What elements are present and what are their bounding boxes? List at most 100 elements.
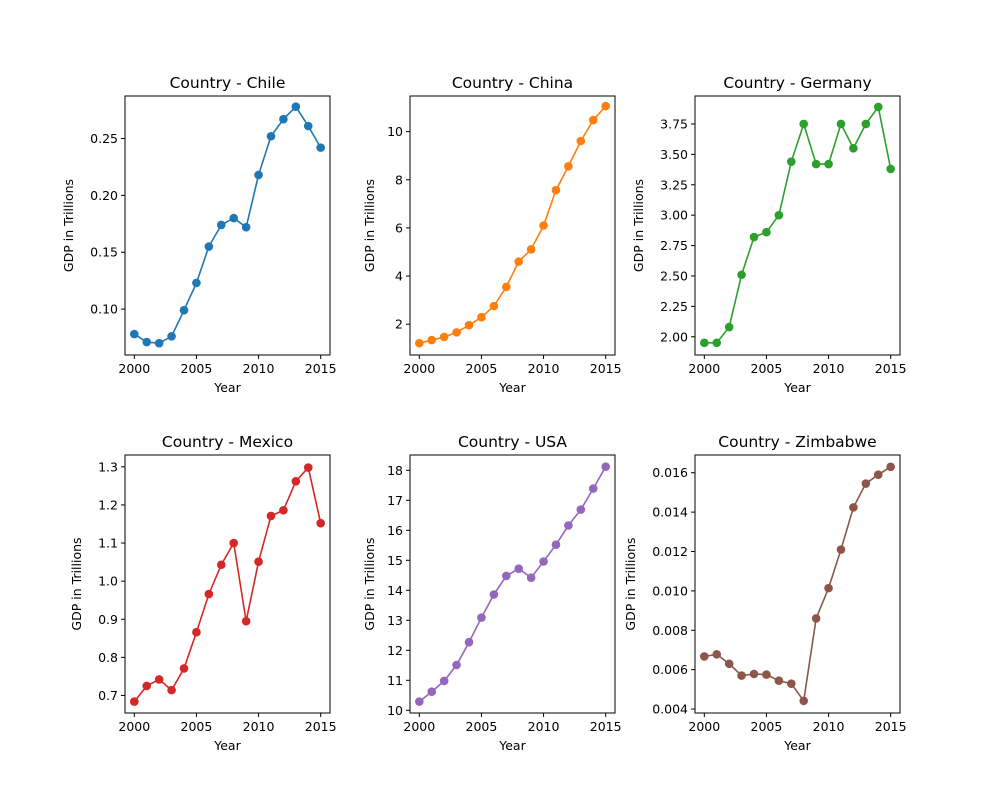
x-tick-label: 2000 [118, 361, 150, 376]
data-point [291, 102, 301, 111]
data-point [514, 564, 524, 573]
data-point [303, 121, 313, 131]
y-tick-label: 3.50 [660, 147, 688, 162]
data-point [724, 322, 734, 332]
data-point [501, 282, 511, 292]
y-tick-label: 15 [387, 553, 403, 568]
data-point [464, 320, 474, 330]
y-tick-label: 11 [387, 673, 403, 688]
data-point [601, 101, 610, 111]
x-tick-label: 2010 [243, 719, 275, 734]
y-axis-label: GDP in Trillions [61, 179, 76, 272]
data-point [564, 521, 573, 530]
x-tick-label: 2010 [813, 719, 845, 734]
chart-title: Country - China [452, 74, 573, 92]
chart-panel: Country - Zimbabwe 2000 2005 2010 2015 0.004 0… [623, 433, 907, 753]
y-axis-label: GDP in Trillions [623, 537, 638, 630]
y-tick-label: 0.008 [652, 623, 688, 638]
data-point [192, 627, 201, 637]
x-tick-label: 2015 [590, 719, 622, 734]
data-point [452, 328, 461, 337]
y-tick-label: 0.15 [90, 245, 118, 260]
data-point [303, 463, 313, 472]
data-point [811, 159, 821, 169]
y-tick-label: 2 [395, 317, 403, 332]
y-tick-label: 0.010 [652, 583, 688, 598]
y-tick-label: 10 [387, 703, 403, 718]
plot-frame [409, 95, 616, 356]
data-point [526, 245, 536, 254]
data-point [886, 164, 895, 174]
data-point [489, 590, 499, 599]
data-point [762, 670, 771, 679]
y-tick-label: 0.10 [90, 302, 118, 317]
data-point [539, 557, 548, 566]
data-point [316, 518, 325, 528]
data-point [229, 538, 239, 548]
y-tick-label: 6 [395, 220, 403, 235]
chart-panel: Country - Germany 2000 2005 2010 2015 2.00 2.2… [631, 74, 907, 395]
data-point [477, 613, 486, 622]
data-point [774, 210, 784, 220]
series-line [133, 465, 322, 703]
series-line [418, 466, 607, 703]
y-tick-label: 3.25 [660, 177, 688, 192]
y-tick-label: 1.3 [98, 459, 118, 474]
data-point [824, 159, 833, 169]
y-tick-label: 0.20 [90, 188, 118, 203]
data-point [204, 589, 214, 599]
x-tick-label: 2000 [118, 719, 150, 734]
x-tick-label: 2000 [403, 719, 435, 734]
data-point [786, 679, 796, 688]
data-point [861, 119, 871, 129]
y-tick-label: 3.75 [660, 116, 688, 131]
chart-panel: Country - China 2000 2005 2010 2015 2 4 6 8 10 Yea… [362, 74, 622, 395]
x-tick-label: 2000 [688, 361, 720, 376]
x-tick-label: 2010 [528, 719, 560, 734]
data-point [849, 143, 858, 153]
data-point [241, 616, 251, 626]
data-point [154, 675, 164, 684]
data-point [464, 637, 474, 647]
data-point [861, 479, 871, 488]
data-point [824, 583, 833, 593]
chart-title: Country - Mexico [162, 433, 293, 451]
y-tick-label: 0.9 [98, 612, 118, 627]
data-point [489, 301, 499, 311]
data-point [130, 697, 139, 706]
data-point [712, 650, 722, 659]
data-point [427, 335, 437, 345]
data-point [601, 462, 610, 472]
x-tick-label: 2015 [875, 719, 907, 734]
y-tick-label: 0.006 [652, 662, 688, 677]
x-tick-label: 2005 [181, 361, 213, 376]
x-tick-label: 2005 [751, 361, 783, 376]
data-point [786, 157, 796, 166]
x-tick-label: 2005 [181, 719, 213, 734]
data-point [774, 676, 784, 686]
data-point [142, 337, 152, 347]
data-point [749, 232, 759, 242]
x-axis-label: Year [213, 738, 241, 753]
series-line [133, 105, 322, 344]
data-point [501, 571, 511, 581]
y-tick-label: 0.012 [652, 544, 688, 559]
chart-panel: Country - USA 2000 2005 2010 2015 10 11 12 13 14 1… [362, 433, 622, 753]
data-point [576, 505, 586, 514]
data-point [873, 470, 883, 479]
data-point [204, 242, 214, 251]
data-point [439, 332, 449, 342]
data-point [514, 257, 524, 266]
series-line [419, 105, 607, 344]
y-tick-label: 0.25 [90, 131, 118, 146]
data-point [452, 660, 461, 670]
y-tick-label: 2.00 [660, 329, 688, 344]
data-point [576, 136, 586, 146]
y-tick-label: 1.0 [98, 574, 118, 589]
y-tick-label: 0.014 [652, 505, 688, 520]
y-tick-label: 8 [395, 172, 403, 187]
x-tick-label: 2015 [305, 361, 337, 376]
data-point [526, 573, 536, 582]
data-point [266, 131, 276, 141]
